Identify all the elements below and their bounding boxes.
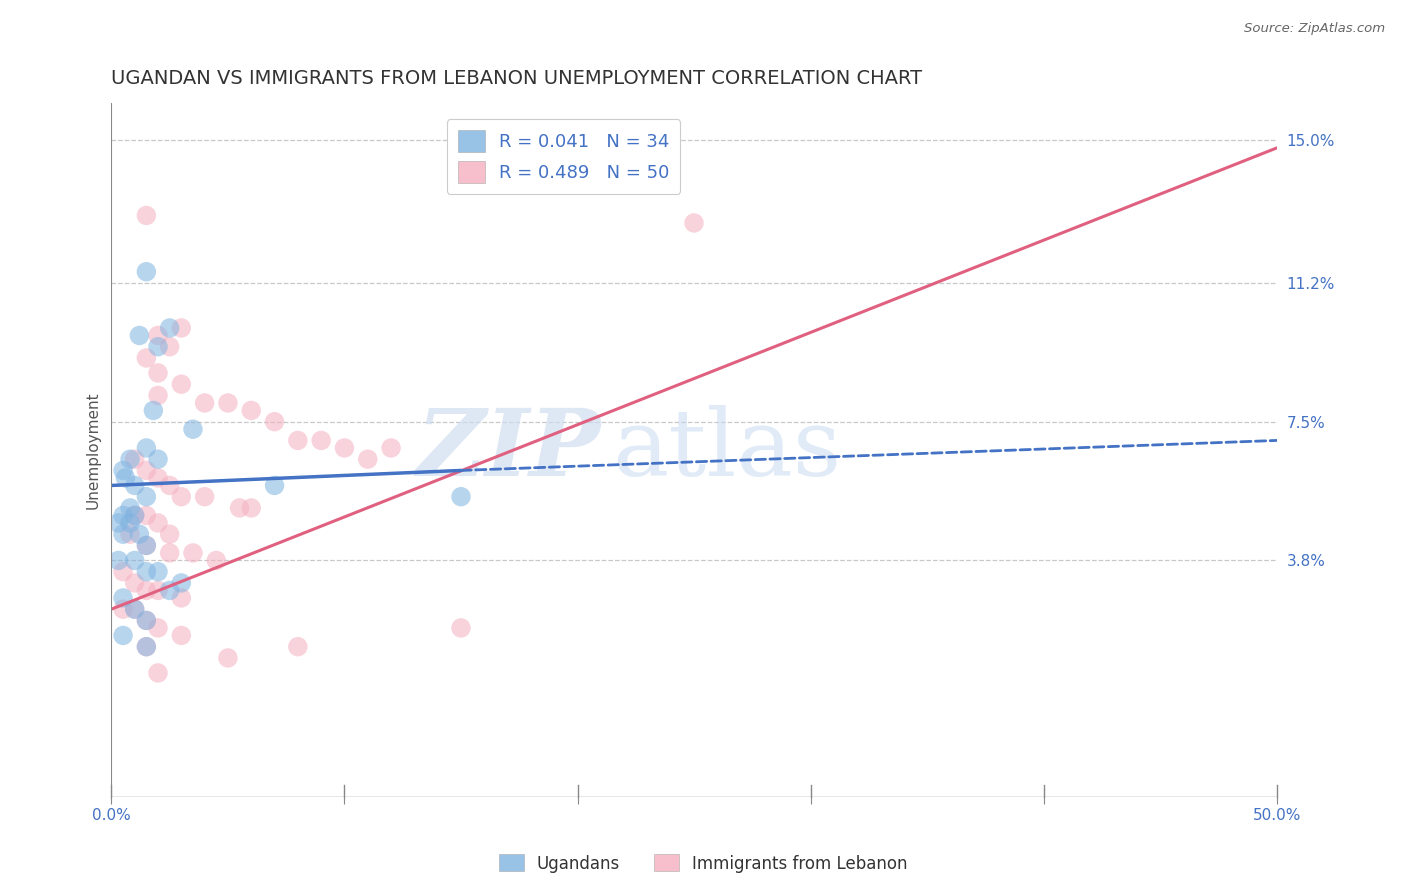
Point bbox=[217, 651, 239, 665]
Point bbox=[120, 527, 142, 541]
Point bbox=[107, 516, 129, 530]
Text: atlas: atlas bbox=[613, 405, 842, 495]
Point bbox=[146, 665, 169, 680]
Point bbox=[357, 452, 380, 467]
Point bbox=[170, 628, 193, 642]
Point bbox=[146, 516, 169, 530]
Point bbox=[135, 614, 157, 628]
Point bbox=[159, 546, 181, 560]
Point bbox=[194, 490, 217, 504]
Point bbox=[159, 340, 181, 354]
Point bbox=[240, 403, 263, 417]
Point bbox=[146, 328, 169, 343]
Point bbox=[287, 640, 309, 654]
Point bbox=[181, 546, 204, 560]
Point bbox=[240, 500, 263, 515]
Point bbox=[146, 388, 169, 402]
Point bbox=[181, 422, 204, 436]
Point bbox=[112, 628, 135, 642]
Point bbox=[124, 576, 146, 591]
Legend: R = 0.041   N = 34, R = 0.489   N = 50: R = 0.041 N = 34, R = 0.489 N = 50 bbox=[447, 119, 681, 194]
Point bbox=[135, 538, 157, 552]
Point bbox=[146, 340, 169, 354]
Point bbox=[146, 583, 169, 598]
Point bbox=[146, 565, 169, 579]
Point bbox=[112, 591, 135, 605]
Point bbox=[333, 441, 356, 455]
Point bbox=[124, 602, 146, 616]
Point bbox=[683, 216, 706, 230]
Text: ZIP: ZIP bbox=[416, 405, 600, 495]
Point bbox=[120, 500, 142, 515]
Point bbox=[135, 565, 157, 579]
Point bbox=[159, 583, 181, 598]
Point bbox=[107, 553, 129, 567]
Point bbox=[135, 538, 157, 552]
Point bbox=[124, 452, 146, 467]
Point bbox=[205, 553, 228, 567]
Point bbox=[120, 516, 142, 530]
Point bbox=[128, 328, 150, 343]
Point bbox=[170, 321, 193, 335]
Point bbox=[146, 366, 169, 380]
Point bbox=[135, 583, 157, 598]
Point bbox=[114, 471, 136, 485]
Point bbox=[170, 576, 193, 591]
Point bbox=[380, 441, 402, 455]
Point bbox=[135, 463, 157, 477]
Point bbox=[135, 490, 157, 504]
Point bbox=[124, 478, 146, 492]
Point bbox=[228, 500, 250, 515]
Point bbox=[146, 621, 169, 635]
Point bbox=[135, 351, 157, 365]
Point bbox=[263, 415, 285, 429]
Point bbox=[170, 591, 193, 605]
Text: Source: ZipAtlas.com: Source: ZipAtlas.com bbox=[1244, 22, 1385, 36]
Point bbox=[112, 602, 135, 616]
Point bbox=[112, 463, 135, 477]
Point bbox=[112, 508, 135, 523]
Point bbox=[128, 527, 150, 541]
Point bbox=[287, 434, 309, 448]
Point bbox=[450, 490, 472, 504]
Point bbox=[124, 508, 146, 523]
Point bbox=[120, 452, 142, 467]
Point bbox=[142, 403, 165, 417]
Point bbox=[217, 396, 239, 410]
Point bbox=[309, 434, 332, 448]
Point bbox=[135, 209, 157, 223]
Point bbox=[135, 508, 157, 523]
Point bbox=[124, 553, 146, 567]
Point bbox=[159, 478, 181, 492]
Point bbox=[112, 565, 135, 579]
Point bbox=[124, 508, 146, 523]
Point bbox=[159, 321, 181, 335]
Point bbox=[146, 452, 169, 467]
Point bbox=[263, 478, 285, 492]
Point bbox=[124, 602, 146, 616]
Point bbox=[135, 640, 157, 654]
Point bbox=[170, 377, 193, 392]
Point bbox=[112, 527, 135, 541]
Point bbox=[146, 471, 169, 485]
Y-axis label: Unemployment: Unemployment bbox=[86, 391, 100, 508]
Point bbox=[135, 640, 157, 654]
Point bbox=[135, 441, 157, 455]
Point bbox=[450, 621, 472, 635]
Point bbox=[135, 614, 157, 628]
Point bbox=[170, 490, 193, 504]
Point bbox=[194, 396, 217, 410]
Point bbox=[159, 527, 181, 541]
Text: UGANDAN VS IMMIGRANTS FROM LEBANON UNEMPLOYMENT CORRELATION CHART: UGANDAN VS IMMIGRANTS FROM LEBANON UNEMP… bbox=[111, 69, 922, 87]
Legend: Ugandans, Immigrants from Lebanon: Ugandans, Immigrants from Lebanon bbox=[492, 847, 914, 880]
Point bbox=[135, 265, 157, 279]
